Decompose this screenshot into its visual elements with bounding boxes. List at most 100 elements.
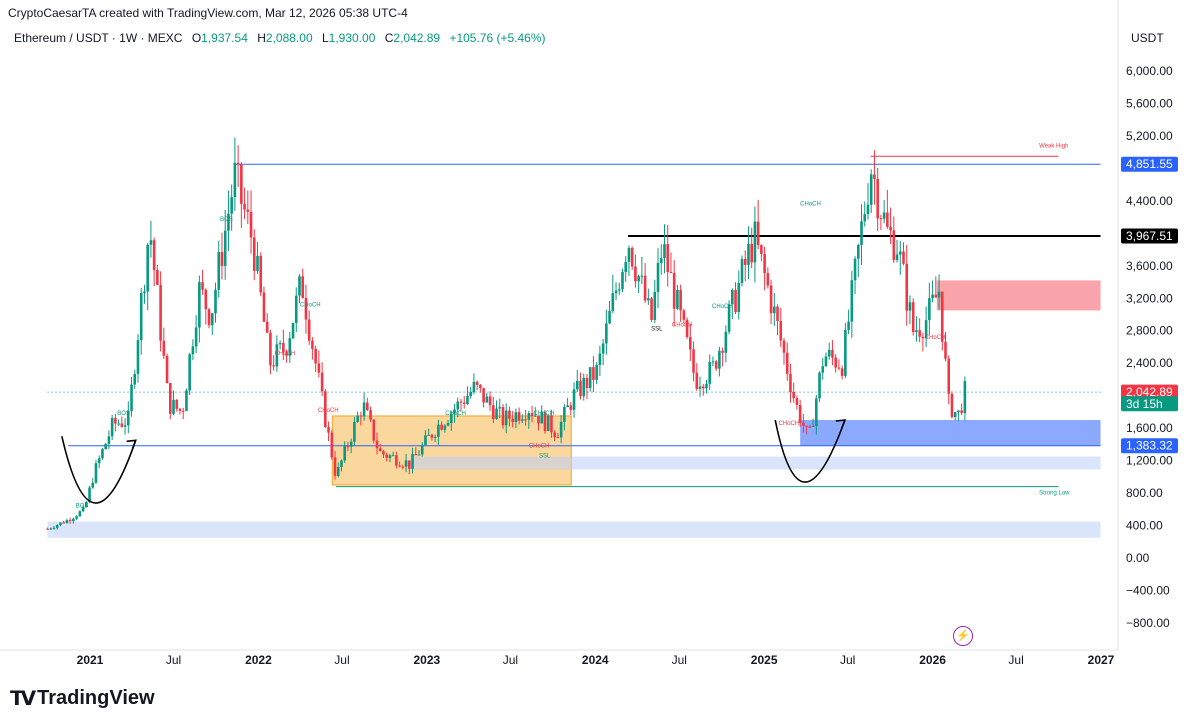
candle-body	[59, 522, 62, 526]
candle-body	[453, 409, 456, 414]
candle-body	[72, 518, 75, 522]
candle-body	[575, 380, 579, 390]
candle-body	[149, 240, 153, 245]
candle-body	[689, 337, 692, 350]
candle-body	[672, 272, 676, 309]
candle-body	[834, 357, 837, 368]
chart-credit: CryptoCaesarTA created with TradingView.…	[8, 6, 408, 20]
y-tick-label: 6,000.00	[1126, 64, 1173, 78]
candle-body	[592, 367, 595, 380]
x-tick-label: Jul	[672, 653, 687, 667]
candle-body	[343, 446, 347, 461]
candle-body	[427, 434, 430, 436]
candle-body	[530, 413, 534, 416]
candle-body	[220, 252, 224, 266]
candle-body	[314, 348, 317, 364]
candle-body	[65, 520, 69, 524]
annotation-label: CHoCH	[925, 335, 946, 341]
candle-body	[705, 383, 708, 389]
candle-body	[779, 321, 783, 341]
candle-body	[498, 407, 502, 409]
candle-body	[404, 460, 408, 467]
zone-base-light	[47, 521, 1101, 538]
candle-body	[191, 346, 195, 355]
candle-body	[188, 354, 191, 391]
candle-body	[294, 295, 298, 323]
candle-body	[214, 289, 217, 314]
tradingview-logo-text: TradingView	[37, 687, 155, 709]
y-tick-label: 4,400.00	[1126, 194, 1173, 208]
candle-body	[114, 418, 117, 424]
symbol-legend: Ethereum / USDT · 1W · MEXC O1,937.54 H2…	[14, 31, 552, 45]
zone-demand	[800, 420, 1101, 446]
candle-body	[495, 408, 498, 419]
candle-body	[773, 306, 776, 314]
candle-body	[55, 525, 59, 528]
candle-body	[330, 432, 334, 458]
candle-body	[508, 410, 511, 419]
zone-demand-light	[409, 456, 1101, 470]
candle-body	[223, 230, 227, 266]
candle-body	[479, 384, 482, 389]
lightning-icon[interactable]: ⚡	[953, 626, 973, 646]
tradingview-logo: 𝗧𝗩 TradingView	[10, 686, 155, 711]
candle-body	[175, 399, 179, 409]
candle-body	[566, 405, 569, 408]
candle-body	[811, 425, 815, 427]
price-label: 4,851.55	[1126, 157, 1173, 171]
candle-body	[563, 407, 566, 422]
candle-body	[892, 230, 896, 261]
candle-body	[265, 321, 269, 333]
price-label-bg	[1121, 228, 1178, 244]
candle-body	[766, 273, 770, 286]
candle-body	[924, 320, 928, 339]
price-label: 2,042.89	[1126, 385, 1173, 399]
change-value: +105.76 (+5.46%)	[449, 31, 546, 45]
candle-body	[695, 372, 699, 389]
currency-label[interactable]: USDT	[1131, 31, 1164, 45]
annotation-label: BOS	[117, 411, 130, 417]
candle-body	[414, 454, 418, 456]
candle-body	[850, 280, 854, 322]
candle-body	[866, 204, 870, 215]
candle-body	[146, 244, 149, 292]
candle-body	[585, 377, 589, 388]
candle-body	[385, 454, 389, 458]
price-label-bg	[1121, 384, 1178, 400]
candle-body	[110, 418, 114, 437]
candle-body	[236, 162, 240, 165]
symbol-name[interactable]: Ethereum / USDT · 1W · MEXC	[14, 31, 183, 45]
candle-body	[582, 377, 586, 397]
candle-body	[482, 388, 485, 403]
candle-body	[517, 412, 521, 421]
y-tick-label: −800.00	[1126, 616, 1170, 630]
candle-body	[346, 446, 350, 448]
candle-body	[369, 410, 372, 420]
candle-body	[130, 384, 133, 411]
candle-body	[288, 338, 292, 356]
candle-body	[731, 289, 734, 305]
candle-body	[769, 285, 773, 314]
candle-body	[168, 382, 172, 414]
candle-body	[650, 298, 653, 320]
candle-body	[46, 528, 49, 530]
candle-body	[49, 528, 53, 530]
candle-body	[52, 527, 56, 529]
candle-body	[918, 330, 921, 337]
candle-body	[62, 522, 65, 524]
candle-body	[902, 251, 905, 264]
candle-body	[97, 458, 101, 464]
candle-body	[895, 254, 899, 261]
candle-body	[311, 340, 314, 349]
candle-body	[159, 284, 162, 341]
candle-body	[252, 237, 256, 271]
candle-body	[469, 391, 472, 397]
candle-body	[210, 313, 214, 326]
candle-body	[605, 323, 608, 344]
y-tick-label: 1,200.00	[1126, 454, 1173, 468]
annotation-label: Strong Low	[1039, 491, 1070, 497]
candle-body	[595, 365, 598, 380]
candle-body	[734, 289, 737, 313]
x-tick-label: Jul	[503, 653, 518, 667]
